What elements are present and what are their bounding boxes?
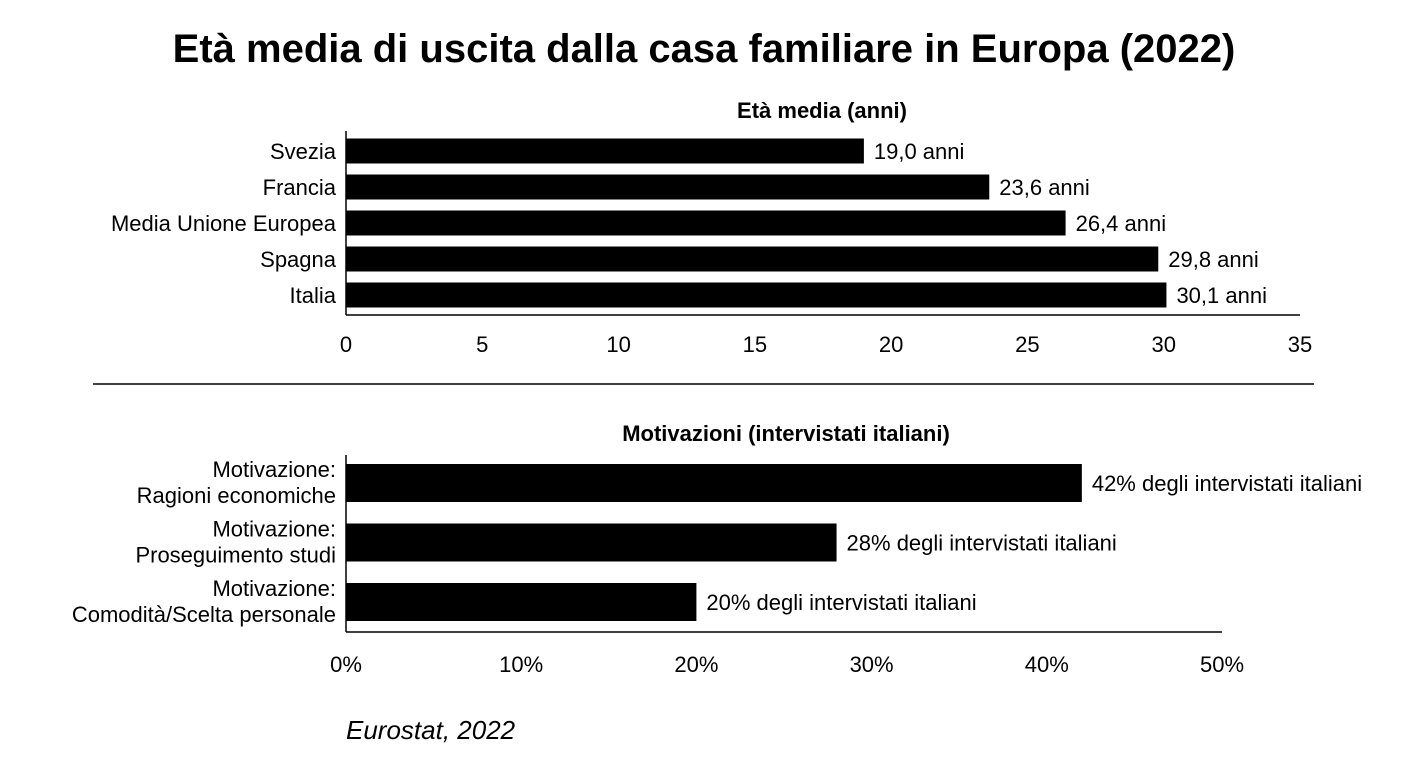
x-tick-label: 20% — [674, 652, 718, 677]
bar — [346, 210, 1066, 236]
category-label-line: Motivazione: — [212, 517, 336, 542]
category-label: Motivazione: Comodità/Scelta personale — [72, 576, 336, 627]
data-label: 29,8 anni — [1168, 247, 1259, 272]
x-tick-label: 25 — [1015, 332, 1039, 357]
category-label-line: Motivazione: — [212, 457, 336, 482]
category-label: Italia — [290, 283, 337, 308]
category-label-line: Motivazione: — [212, 576, 336, 601]
category-label: Motivazione: Ragioni economiche — [137, 457, 336, 508]
category-label: Media Unione Europea — [111, 211, 337, 236]
panel-subtitle: Motivazioni (intervistati italiani) — [622, 421, 950, 446]
category-label-line: Ragioni economiche — [137, 483, 336, 508]
data-label: 23,6 anni — [999, 175, 1090, 200]
category-label-line: Proseguimento studi — [135, 543, 336, 568]
x-tick-label: 10% — [499, 652, 543, 677]
category-label: Svezia — [270, 139, 337, 164]
bar — [346, 282, 1167, 308]
x-tick-label: 0 — [340, 332, 352, 357]
bar — [346, 246, 1159, 272]
x-tick-label: 5 — [476, 332, 488, 357]
category-label: Motivazione: Proseguimento studi — [135, 517, 336, 568]
chart-title: Età media di uscita dalla casa familiare… — [173, 27, 1236, 71]
source-note: Eurostat, 2022 — [346, 715, 516, 745]
panel-eta-media: Età media (anni) 0 5 10 15 20 25 30 35 Svezia 19,0… — [111, 98, 1312, 357]
data-label: 28% degli intervistati italiani — [847, 531, 1117, 556]
bar — [346, 464, 1082, 502]
x-tick-label: 0% — [330, 652, 362, 677]
panel-subtitle: Età media (anni) — [737, 98, 907, 123]
category-label: Spagna — [260, 247, 337, 272]
data-label: 20% degli intervistati italiani — [706, 590, 976, 615]
category-label-line: Comodità/Scelta personale — [72, 602, 336, 627]
bar — [346, 583, 697, 621]
data-label: 19,0 anni — [874, 139, 965, 164]
bar — [346, 174, 990, 200]
category-label: Francia — [263, 175, 337, 200]
x-tick-label: 30 — [1151, 332, 1175, 357]
data-label: 26,4 anni — [1076, 211, 1167, 236]
data-label: 30,1 anni — [1176, 283, 1267, 308]
x-tick-label: 35 — [1288, 332, 1312, 357]
x-tick-label: 40% — [1025, 652, 1069, 677]
panel-motivazioni: Motivazioni (intervistati italiani) 0% 10%… — [72, 421, 1362, 677]
x-tick-label: 20 — [879, 332, 903, 357]
bar — [346, 523, 837, 562]
bar — [346, 138, 864, 164]
data-label: 42% degli intervistati italiani — [1092, 471, 1362, 496]
x-tick-label: 15 — [743, 332, 767, 357]
x-tick-label: 50% — [1200, 652, 1244, 677]
x-tick-label: 10 — [606, 332, 630, 357]
x-tick-label: 30% — [850, 652, 894, 677]
